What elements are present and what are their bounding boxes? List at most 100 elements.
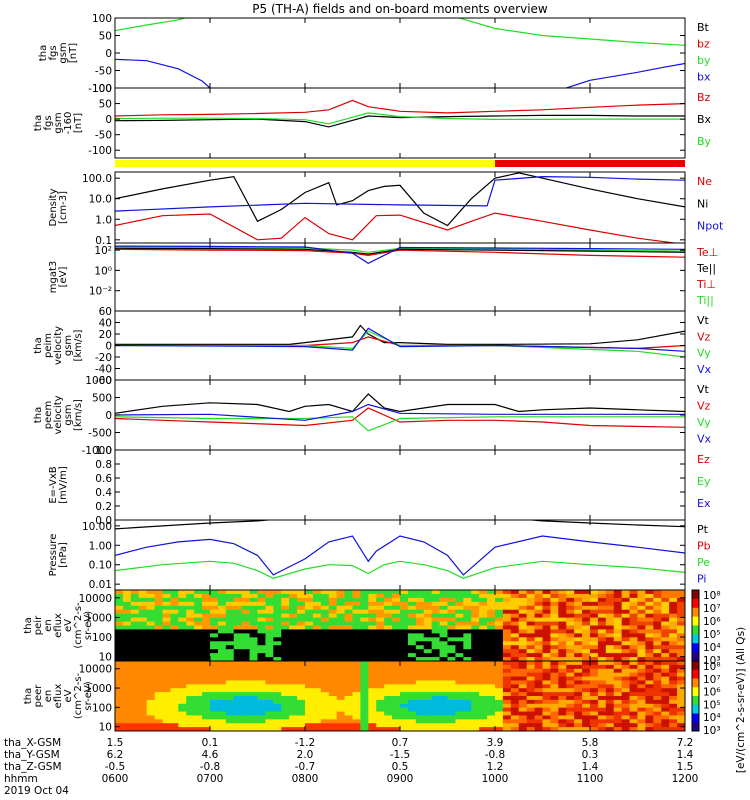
spectrogram-cell-peir (360, 637, 369, 642)
spectrogram-cell-peir (510, 609, 520, 615)
spectrogram-cell-peir (669, 649, 678, 654)
spectrogram-cell-peir (146, 641, 156, 646)
spectrogram-cell-peer (217, 715, 227, 720)
spectrogram-cell-peer (328, 715, 338, 720)
spectrogram-cell-peir (439, 597, 448, 603)
y-axis-label-line: -160 (63, 112, 74, 135)
spectrogram-cell-peer (415, 707, 425, 713)
spectrogram-cell-peer (122, 664, 132, 670)
spectrogram-cell-peer (115, 676, 124, 681)
spectrogram-cell-peir (360, 613, 369, 619)
spectrogram-cell-peer (257, 672, 266, 678)
spectrogram-cell-peer (281, 668, 290, 674)
spectrogram-cell-peer (273, 703, 282, 709)
spectrogram-cell-peir (328, 621, 338, 626)
spectrogram-cell-peer (154, 719, 163, 724)
spectrogram-cell-peer (138, 676, 148, 681)
spectrogram-cell-peir (542, 621, 551, 626)
spectrogram-cell-peer (360, 668, 369, 674)
spectrogram-cell-peir (273, 601, 282, 607)
spectrogram-cell-peer (518, 680, 528, 685)
spectrogram-cell-peir (170, 645, 179, 650)
spectrogram-cell-peer (415, 680, 425, 685)
spectrogram-cell-peir (510, 621, 520, 626)
spectrogram-cell-peer (170, 668, 179, 674)
spectrogram-cell-peer (613, 672, 623, 678)
spectrogram-cell-peer (305, 696, 314, 701)
spectrogram-cell-peer (407, 727, 417, 732)
spectrogram-cell-peer (455, 688, 464, 693)
y-axis-label-line: mgat3 (48, 261, 59, 294)
spectrogram-cell-peir (186, 649, 195, 654)
spectrogram-cell-peer (146, 676, 156, 681)
spectrogram-cell-peir (582, 621, 591, 626)
spectrogram-cell-peer (550, 719, 559, 724)
spectrogram-cell-peer (257, 711, 266, 716)
spectrogram-cell-peer (605, 696, 615, 701)
spectrogram-cell-peir (455, 609, 464, 615)
spectrogram-cell-peer (423, 719, 433, 724)
spectrogram-cell-peer (637, 715, 646, 720)
y-tick-label: 1000 (85, 375, 112, 387)
spectrogram-cell-peir (336, 613, 346, 619)
spectrogram-cell-peer (400, 672, 409, 678)
spectrogram-cell-peir (154, 590, 163, 595)
spectrogram-cell-peer (574, 688, 583, 693)
spectrogram-cell-peir (637, 601, 646, 607)
spectrogram-cell-peer (162, 715, 171, 720)
spectrogram-cell-peer (471, 719, 480, 724)
spectrogram-cell-peer (273, 727, 282, 732)
spectrogram-cell-peer (526, 684, 536, 689)
spectrogram-cell-peir (154, 633, 163, 638)
y-tick-label: 0.4 (95, 487, 112, 499)
spectrogram-cell-peer (542, 688, 551, 693)
spectrogram-cell-peer (471, 676, 480, 681)
spectrogram-cell-peer (400, 661, 409, 666)
spectrogram-cell-peer (526, 703, 536, 709)
spectrogram-cell-peer (297, 715, 306, 720)
spectrogram-cell-peir (526, 633, 536, 638)
spectrogram-cell-peer (550, 692, 559, 697)
spectrogram-cell-peer (257, 676, 266, 681)
spectrogram-cell-peer (407, 699, 417, 705)
spectrogram-cell-peir (320, 649, 330, 654)
spectrogram-cell-peir (669, 621, 678, 626)
spectrogram-cell-peir (368, 633, 377, 638)
spectrogram-cell-peer (471, 711, 480, 716)
spectrogram-cell-peir (653, 641, 662, 646)
spectrogram-cell-peir (463, 613, 472, 619)
spectrogram-cell-peir (534, 609, 543, 615)
spectrogram-cell-peir (162, 629, 171, 634)
spectrogram-cell-peer (297, 719, 306, 724)
spectrogram-cell-peir (273, 645, 282, 650)
x-tick-value: 1.4 (582, 761, 599, 773)
spectrogram-cell-peir (471, 590, 480, 595)
spectrogram-cell-peir (558, 613, 567, 619)
spectrogram-cell-peer (558, 727, 567, 732)
spectrogram-cell-peer (495, 688, 504, 693)
spectrogram-cell-peir (629, 657, 638, 662)
spectrogram-cell-peer (312, 680, 322, 685)
legend-item: By (697, 135, 712, 148)
spectrogram-cell-peir (558, 641, 567, 646)
spectrogram-cell-peir (605, 641, 615, 646)
spectrogram-cell-peer (297, 668, 306, 674)
spectrogram-cell-peer (407, 715, 417, 720)
spectrogram-cell-peir (154, 605, 163, 611)
spectrogram-cell-peer (463, 672, 472, 678)
spectrogram-cell-peir (368, 641, 377, 646)
spectrogram-cell-peer (590, 661, 599, 666)
spectrogram-cell-peir (138, 629, 148, 634)
spectrogram-cell-peer (312, 672, 322, 678)
spectrogram-cell-peir (629, 641, 638, 646)
spectrogram-cell-peer (621, 688, 631, 693)
spectrogram-cell-peir (257, 621, 266, 626)
spectrogram-cell-peer (225, 699, 235, 705)
spectrogram-cell-peer (669, 723, 678, 728)
spectrogram-cell-peer (582, 723, 591, 728)
spectrogram-cell-peer (613, 699, 623, 705)
spectrogram-cell-peer (376, 668, 385, 674)
spectrogram-cell-peir (400, 590, 409, 595)
spectrogram-cell-peir (471, 649, 480, 654)
spectrogram-cell-peer (305, 684, 314, 689)
